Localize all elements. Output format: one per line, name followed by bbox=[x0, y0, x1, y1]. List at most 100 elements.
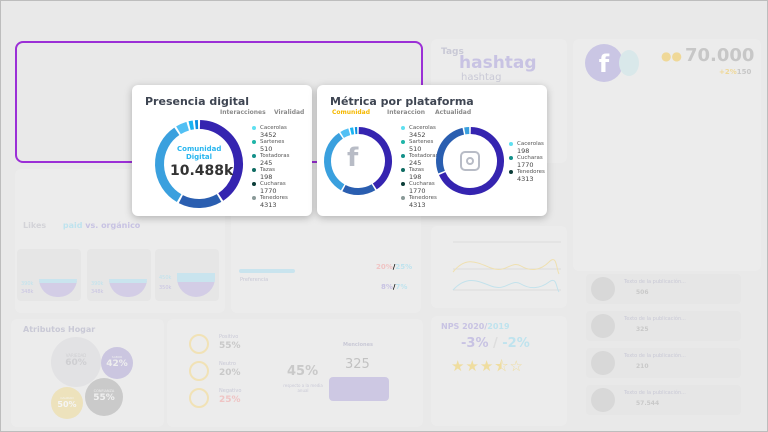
facebook-legend: Cacerolas 3452 Sartenes 510 Tostadoras 245 Taz… bbox=[401, 125, 439, 209]
legend-dot bbox=[252, 182, 256, 186]
legend-value: 198 bbox=[517, 147, 530, 155]
likes-item: 390k 348k bbox=[17, 249, 81, 301]
donut-segment-tostadoras[interactable] bbox=[188, 120, 195, 131]
tab-interaccion[interactable]: Interaccion bbox=[387, 109, 426, 116]
facebook-bubble-icon[interactable]: f bbox=[585, 44, 623, 82]
instagram-legend: Cacerolas 198 Cucharas 1770 Tenedores 4313 bbox=[509, 141, 545, 183]
platform-card: Métrica por plataforma Comunidad Interac… bbox=[317, 85, 547, 216]
donut-segment-tostadoras[interactable] bbox=[349, 127, 355, 135]
legend-label: Sartenes bbox=[409, 139, 434, 145]
legend-label: Cacerolas bbox=[409, 125, 436, 131]
followers-value: 70.000 bbox=[685, 45, 755, 66]
instagram-donut bbox=[436, 127, 504, 195]
donut-segment-cucharas[interactable] bbox=[178, 194, 222, 208]
legend-item[interactable]: Cucharas 1770 bbox=[509, 155, 545, 169]
legend-label: Tazas bbox=[260, 167, 275, 173]
followers-panel: f ●● 70.000 +2%150 bbox=[573, 39, 761, 271]
donut-segment-cacerolas[interactable] bbox=[324, 132, 345, 191]
trend-panel bbox=[431, 226, 567, 308]
legend-item[interactable]: Tostadoras 245 bbox=[401, 153, 439, 167]
legend-item[interactable]: Tenedores 4313 bbox=[252, 195, 290, 209]
legend-dot bbox=[401, 182, 405, 186]
attributes-panel: Atributos Hogar VARIEDAD 60% SABOR 42% CAL… bbox=[11, 319, 164, 427]
tag-word: hashtag bbox=[459, 53, 537, 73]
legend-value: 1770 bbox=[260, 187, 277, 195]
legend-value: 510 bbox=[260, 145, 273, 153]
donut-segment-cucharas[interactable] bbox=[436, 127, 465, 174]
legend-value: 3452 bbox=[409, 131, 426, 139]
legend-dot bbox=[401, 168, 405, 172]
likes-item: 390k 348k bbox=[87, 249, 151, 301]
average-caption: respecto a la media anual bbox=[283, 383, 323, 393]
tab-comunidad[interactable]: Comunidad bbox=[332, 109, 371, 116]
instagram-bubble-icon[interactable] bbox=[619, 50, 639, 76]
nps-values: -3% / -2% bbox=[461, 336, 530, 351]
tab-actualidad[interactable]: Actualidad bbox=[435, 109, 472, 116]
legend-label: Tostadoras bbox=[409, 153, 439, 159]
legend-dot bbox=[252, 140, 256, 144]
legend-value: 198 bbox=[260, 173, 273, 181]
legend-item[interactable]: Cucharas 1770 bbox=[252, 181, 290, 195]
donut-segment-tenedores[interactable] bbox=[438, 127, 504, 195]
legend-label: Cacerolas bbox=[260, 125, 287, 131]
tags-title: Tags bbox=[441, 47, 464, 57]
mentions-bubble bbox=[329, 377, 389, 401]
legend-item[interactable]: Tostadoras 245 bbox=[252, 153, 290, 167]
donut-segment-tenedores[interactable] bbox=[199, 120, 243, 201]
attributes-title: Atributos Hogar bbox=[23, 325, 96, 334]
legend-label: Cucharas bbox=[409, 181, 435, 187]
legend-dot bbox=[401, 126, 405, 130]
legend-label: Tazas bbox=[409, 167, 424, 173]
legend-item[interactable]: Cacerolas 3452 bbox=[252, 125, 290, 139]
trend-chart bbox=[452, 241, 561, 293]
legend-item[interactable]: Cacerolas 3452 bbox=[401, 125, 439, 139]
facebook-donut bbox=[324, 127, 392, 195]
star-rating: ★★★⯪☆ bbox=[451, 357, 524, 375]
people-icon: ●● bbox=[661, 49, 682, 63]
legend-label: Cucharas bbox=[260, 181, 286, 187]
presence-card: Presencia digital Interacciones Viralida… bbox=[132, 85, 312, 216]
legend-item[interactable]: Tazas 198 bbox=[252, 167, 290, 181]
donut-segment-cacerolas[interactable] bbox=[155, 127, 182, 203]
legend-value: 4313 bbox=[260, 201, 277, 209]
post-item[interactable]: Texto de la publicación... 210 bbox=[586, 348, 741, 378]
preference-bar bbox=[239, 269, 295, 273]
legend-item[interactable]: Tazas 198 bbox=[401, 167, 439, 181]
legend-item[interactable]: Tenedores 4313 bbox=[401, 195, 439, 209]
legend-label: Tenedores bbox=[260, 195, 288, 201]
post-item[interactable]: Texto de la publicación... 325 bbox=[586, 311, 741, 341]
legend-dot bbox=[252, 168, 256, 172]
donut-segment-tenedores[interactable] bbox=[358, 127, 392, 190]
legend-value: 1770 bbox=[517, 161, 534, 169]
donut-segment-cucharas[interactable] bbox=[342, 184, 376, 195]
legend-item[interactable]: Cacerolas 198 bbox=[509, 141, 545, 155]
facebook-icon: f bbox=[347, 143, 359, 173]
donut-segment-sartenes[interactable] bbox=[340, 128, 351, 138]
donut-segment-sartenes[interactable] bbox=[176, 121, 190, 135]
legend-dot bbox=[509, 142, 513, 146]
sentiment-panel: Positivo 55% Neutro 20% Negativo 25% 45% re… bbox=[167, 319, 423, 427]
legend-value: 198 bbox=[409, 173, 422, 181]
followers-delta: +2%150 bbox=[719, 68, 752, 76]
legend-item[interactable]: Sartenes 510 bbox=[401, 139, 439, 153]
post-item[interactable]: Texto de la publicación... 506 bbox=[586, 274, 741, 304]
legend-item[interactable]: Cucharas 1770 bbox=[401, 181, 439, 195]
center-label: Comunidad Digital bbox=[177, 145, 222, 161]
legend-dot bbox=[509, 156, 513, 160]
legend-dot bbox=[401, 154, 405, 158]
tab-interacciones[interactable]: Interacciones bbox=[220, 109, 266, 116]
legend-dot bbox=[401, 140, 405, 144]
legend-value: 245 bbox=[260, 159, 273, 167]
legend-dot bbox=[252, 196, 256, 200]
legend-item[interactable]: Sartenes 510 bbox=[252, 139, 290, 153]
legend-label: Tostadoras bbox=[260, 153, 290, 159]
legend-label: Cacerolas bbox=[517, 141, 544, 147]
platform-title: Métrica por plataforma bbox=[330, 95, 474, 108]
nps-panel: NPS 2020/2019 -3% / -2% ★★★⯪☆ bbox=[431, 316, 567, 426]
post-item[interactable]: Texto de la publicación... 57.544 bbox=[586, 385, 741, 415]
tab-viralidad[interactable]: Viralidad bbox=[274, 109, 305, 116]
legend-label: Sartenes bbox=[260, 139, 285, 145]
presence-legend: Cacerolas 3452 Sartenes 510 Tostadoras 245 Taz… bbox=[252, 125, 290, 209]
legend-label: Tenedores bbox=[517, 169, 545, 175]
legend-item[interactable]: Tenedores 4313 bbox=[509, 169, 545, 183]
